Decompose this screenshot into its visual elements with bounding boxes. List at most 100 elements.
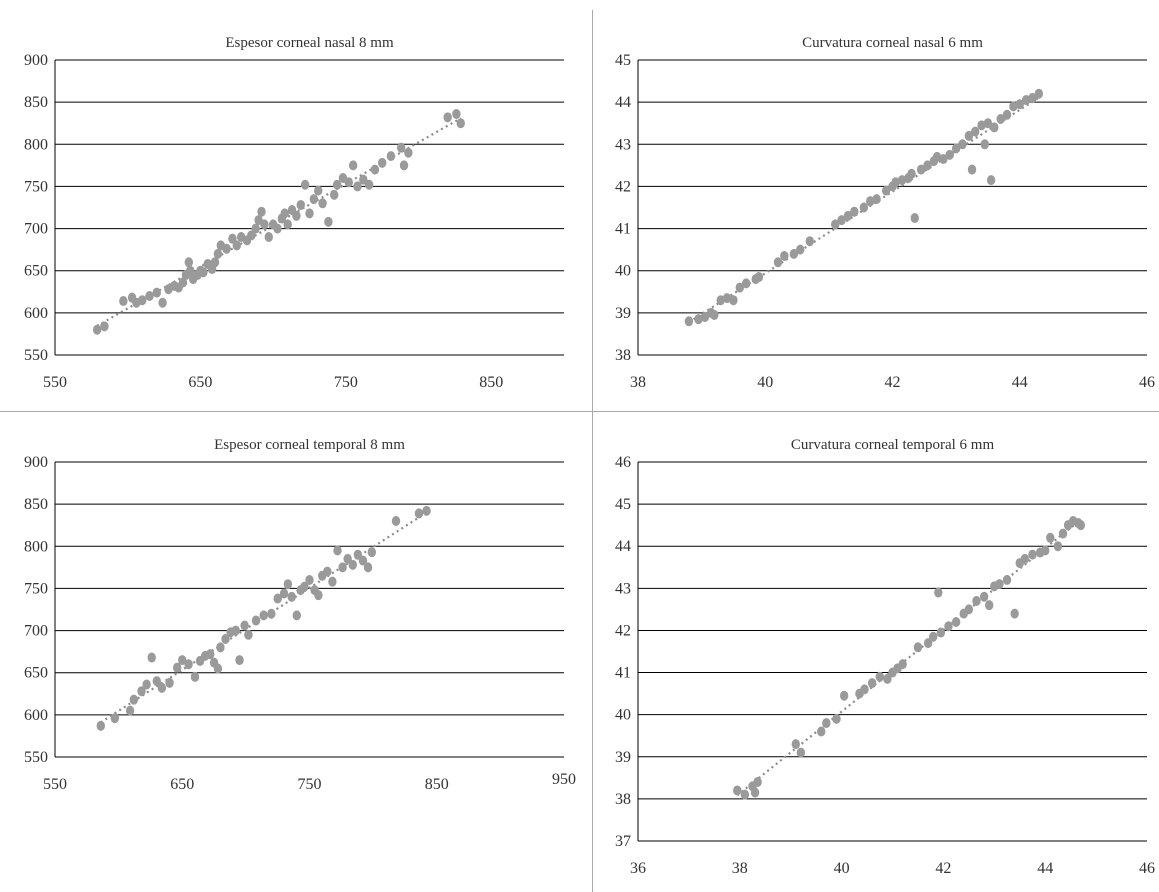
data-point bbox=[452, 108, 461, 119]
data-point bbox=[145, 291, 154, 301]
vertical-divider bbox=[592, 10, 593, 892]
data-point bbox=[221, 634, 230, 644]
data-point bbox=[158, 297, 167, 308]
y-tick-label: 37 bbox=[615, 833, 631, 850]
chart-title: Curvatura corneal nasal 6 mm bbox=[802, 35, 983, 51]
y-tick-label: 41 bbox=[615, 665, 631, 682]
data-point bbox=[951, 143, 961, 154]
data-point bbox=[995, 579, 1004, 590]
y-tick-label: 600 bbox=[24, 305, 48, 322]
data-point bbox=[951, 617, 961, 628]
data-point bbox=[213, 248, 223, 259]
trendline bbox=[736, 518, 1082, 797]
chart-title: Espesor corneal temporal 8 mm bbox=[214, 437, 405, 453]
data-point bbox=[178, 277, 188, 288]
data-point bbox=[843, 210, 853, 221]
data-point bbox=[414, 508, 424, 519]
y-tick-label: 45 bbox=[615, 496, 631, 513]
trendline bbox=[688, 96, 1040, 324]
data-point bbox=[939, 154, 948, 165]
y-tick-label: 550 bbox=[24, 347, 48, 364]
y-tick-label: 900 bbox=[24, 454, 48, 471]
y-tick-label: 42 bbox=[615, 622, 631, 639]
data-point bbox=[923, 160, 932, 171]
data-point bbox=[267, 608, 276, 619]
data-point bbox=[831, 219, 840, 230]
y-tick-label: 750 bbox=[24, 580, 48, 597]
data-point bbox=[990, 122, 999, 133]
y-tick-label: 46 bbox=[615, 454, 631, 471]
data-point bbox=[741, 278, 751, 289]
data-point bbox=[364, 179, 374, 190]
data-point bbox=[753, 777, 762, 788]
data-point bbox=[324, 216, 333, 227]
data-point bbox=[199, 267, 208, 278]
data-point bbox=[147, 652, 156, 663]
x-tick-label: 46 bbox=[1139, 374, 1155, 391]
x-tick-label: 38 bbox=[732, 860, 748, 877]
data-point bbox=[292, 610, 301, 621]
y-tick-label: 38 bbox=[615, 791, 631, 808]
data-point bbox=[190, 671, 200, 682]
data-point bbox=[867, 678, 877, 689]
data-point bbox=[443, 112, 452, 123]
y-tick-label: 43 bbox=[615, 580, 631, 597]
data-point bbox=[817, 726, 826, 737]
y-tick-label: 750 bbox=[24, 178, 48, 195]
data-point bbox=[945, 149, 954, 160]
data-point bbox=[875, 671, 884, 682]
data-point bbox=[796, 244, 805, 255]
data-point bbox=[279, 588, 289, 599]
y-tick-label: 550 bbox=[24, 749, 48, 766]
y-tick-label: 800 bbox=[24, 538, 48, 555]
data-point bbox=[422, 505, 431, 516]
x-tick-label: 950 bbox=[552, 771, 576, 788]
data-point bbox=[710, 309, 719, 320]
data-point bbox=[251, 223, 260, 234]
data-point bbox=[700, 312, 710, 323]
data-point bbox=[983, 118, 993, 129]
data-point bbox=[872, 194, 881, 205]
data-point bbox=[280, 208, 289, 219]
data-point bbox=[257, 206, 266, 217]
data-point bbox=[353, 181, 362, 192]
data-point bbox=[773, 257, 783, 268]
data-point bbox=[916, 164, 926, 175]
data-point bbox=[359, 174, 368, 185]
data-point bbox=[860, 684, 869, 695]
data-point bbox=[386, 151, 396, 162]
data-point bbox=[1015, 99, 1024, 110]
x-tick-label: 44 bbox=[1037, 860, 1053, 877]
x-tick-label: 750 bbox=[298, 776, 322, 793]
data-point bbox=[260, 219, 269, 230]
x-tick-label: 650 bbox=[170, 776, 194, 793]
data-point bbox=[897, 175, 907, 186]
y-tick-label: 650 bbox=[24, 665, 48, 682]
data-point bbox=[735, 282, 744, 293]
x-tick-label: 44 bbox=[1012, 374, 1028, 391]
data-point bbox=[296, 199, 305, 210]
data-point bbox=[722, 293, 732, 304]
data-point bbox=[178, 655, 187, 666]
data-point bbox=[1041, 545, 1050, 556]
data-point bbox=[985, 600, 994, 611]
data-point bbox=[232, 240, 241, 251]
data-point bbox=[1002, 109, 1012, 120]
x-tick-label: 46 bbox=[1139, 860, 1155, 877]
data-point bbox=[1010, 608, 1019, 619]
data-point bbox=[235, 655, 244, 666]
data-point bbox=[859, 202, 869, 213]
horizontal-divider bbox=[0, 411, 1159, 412]
x-tick-label: 850 bbox=[425, 776, 449, 793]
data-point bbox=[186, 265, 195, 276]
data-point bbox=[796, 747, 806, 758]
data-point bbox=[138, 295, 147, 306]
data-point bbox=[247, 230, 256, 241]
data-point bbox=[348, 160, 358, 171]
data-point bbox=[929, 631, 938, 642]
data-point bbox=[866, 196, 875, 207]
data-point bbox=[363, 562, 373, 573]
data-point bbox=[228, 233, 237, 244]
data-point bbox=[300, 581, 309, 592]
